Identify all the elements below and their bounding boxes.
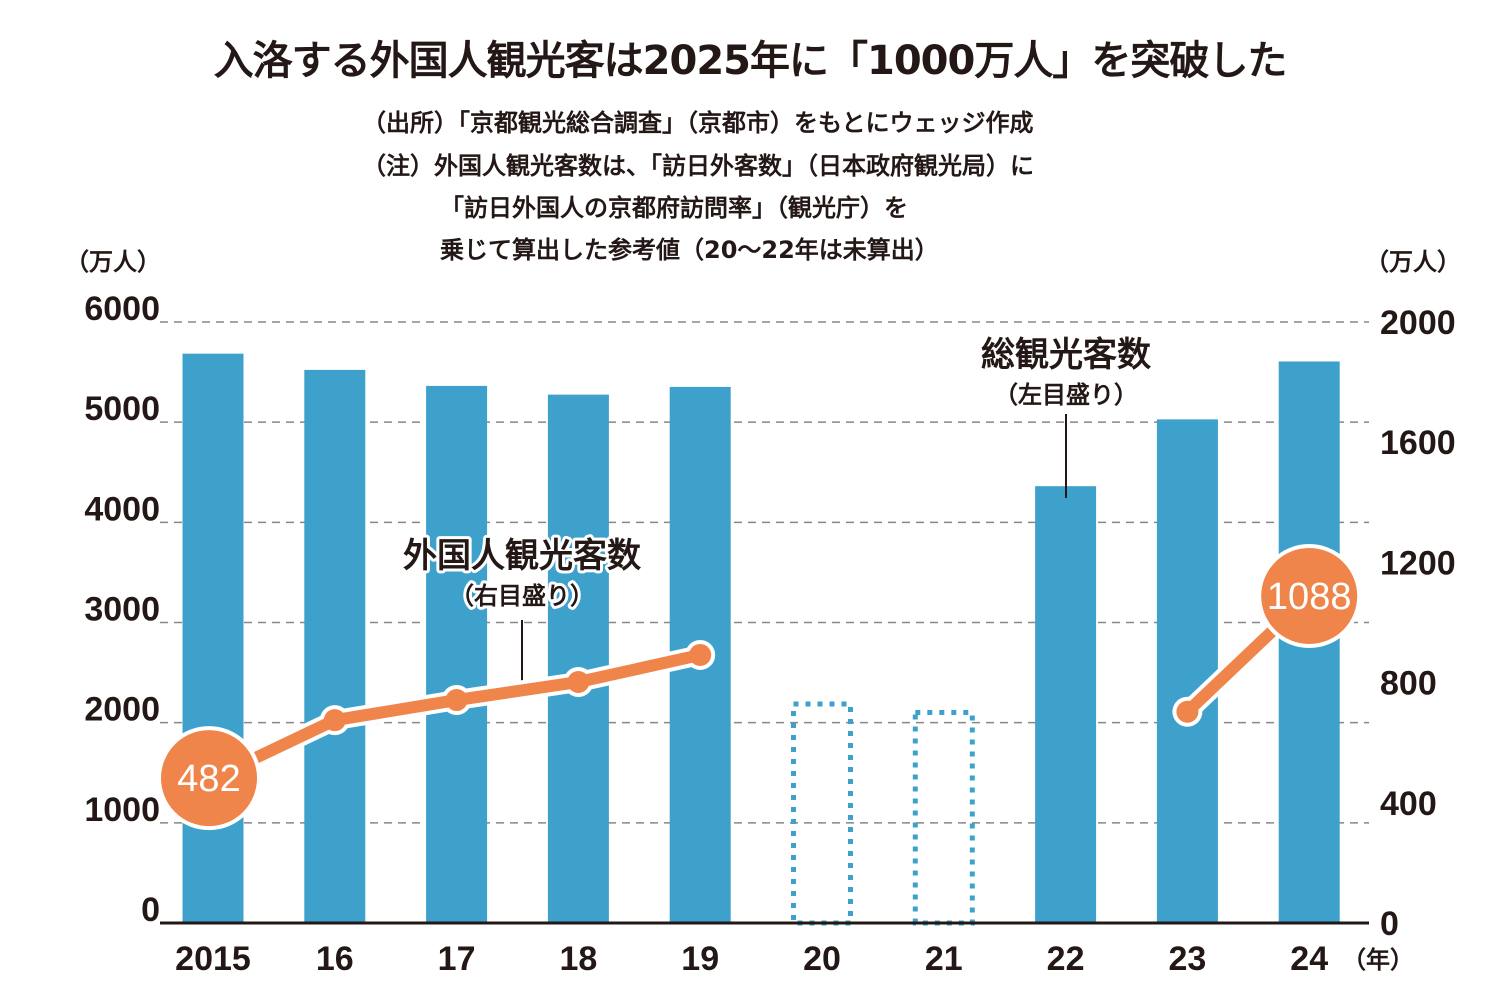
bar-estimated — [791, 701, 853, 926]
x-tick-label: 20 — [803, 940, 841, 978]
foreign-series-label: 外国人観光客数 — [403, 536, 641, 576]
left-axis-ticks: 0 1000 2000 3000 4000 5000 6000 — [84, 290, 160, 929]
right-axis-ticks: 0 400 800 1200 1600 2000 — [1380, 304, 1456, 943]
foreign-visitors-line: 482 1088 — [157, 544, 1362, 831]
right-tick-label: 1600 — [1380, 424, 1456, 462]
left-tick-label: 5000 — [84, 390, 160, 428]
bar — [1156, 419, 1218, 923]
total-series-label: 総観光客数 — [981, 335, 1151, 375]
line-point — [445, 689, 468, 712]
x-tick-label: 22 — [1047, 940, 1085, 978]
foreign-series-axis-note: （右目盛り） — [450, 582, 594, 610]
line-point — [689, 643, 712, 666]
value-bubble — [157, 726, 261, 831]
left-tick-label: 2000 — [84, 691, 160, 729]
value-bubble-label: 1088 — [1267, 576, 1352, 618]
x-tick-label: 19 — [681, 940, 719, 978]
source-note: （出所）「京都観光総合調査」（京都市）をもとにウェッジ作成 — [362, 109, 1034, 137]
x-tick-label: 2015 — [175, 940, 251, 978]
x-tick-label: 23 — [1168, 940, 1206, 978]
bar — [426, 385, 488, 923]
left-tick-label: 1000 — [84, 791, 160, 829]
left-tick-label: 0 — [141, 891, 160, 929]
x-tick-label: 21 — [925, 940, 963, 978]
left-axis-unit: （万人） — [65, 248, 161, 276]
note-line-3: 乗じて算出した参考値（20〜22年は未算出） — [440, 236, 939, 264]
left-tick-label: 4000 — [84, 490, 160, 528]
x-tick-label: 18 — [559, 940, 597, 978]
line-point — [567, 670, 590, 693]
total-series-axis-note: （左目盛り） — [994, 381, 1138, 409]
right-tick-label: 400 — [1380, 785, 1437, 823]
note-line-2: 「訪日外国人の京都府訪問率」（観光庁）を — [440, 194, 908, 222]
x-axis-unit: （年） — [1342, 946, 1414, 974]
x-tick-label: 24 — [1290, 940, 1328, 978]
bar — [1035, 486, 1097, 923]
line-point — [323, 709, 346, 732]
x-axis-ticks: 2015 16 17 18 19 20 21 22 23 24 — [175, 940, 1328, 978]
bars — [182, 353, 1340, 926]
bar — [182, 353, 244, 923]
line-point — [1176, 700, 1199, 723]
value-bubble-label: 482 — [177, 758, 240, 800]
left-tick-label: 6000 — [84, 290, 160, 328]
bar — [304, 369, 366, 924]
chart-title: 入洛する外国人観光客は2025年に「1000万人」を突破した — [213, 38, 1288, 84]
x-tick-label: 17 — [438, 940, 476, 978]
bar — [547, 394, 609, 923]
left-tick-label: 3000 — [84, 591, 160, 629]
x-tick-label: 16 — [316, 940, 354, 978]
note-line-1: （注）外国人観光客数は、「訪日外客数」（日本政府観光局）に — [362, 152, 1034, 180]
right-tick-label: 1200 — [1380, 544, 1456, 582]
right-axis-unit: （万人） — [1365, 248, 1461, 276]
bar-estimated — [912, 709, 975, 926]
right-tick-label: 0 — [1380, 905, 1399, 943]
right-tick-label: 2000 — [1380, 304, 1456, 342]
right-tick-label: 800 — [1380, 665, 1437, 703]
value-bubble — [1257, 544, 1362, 649]
